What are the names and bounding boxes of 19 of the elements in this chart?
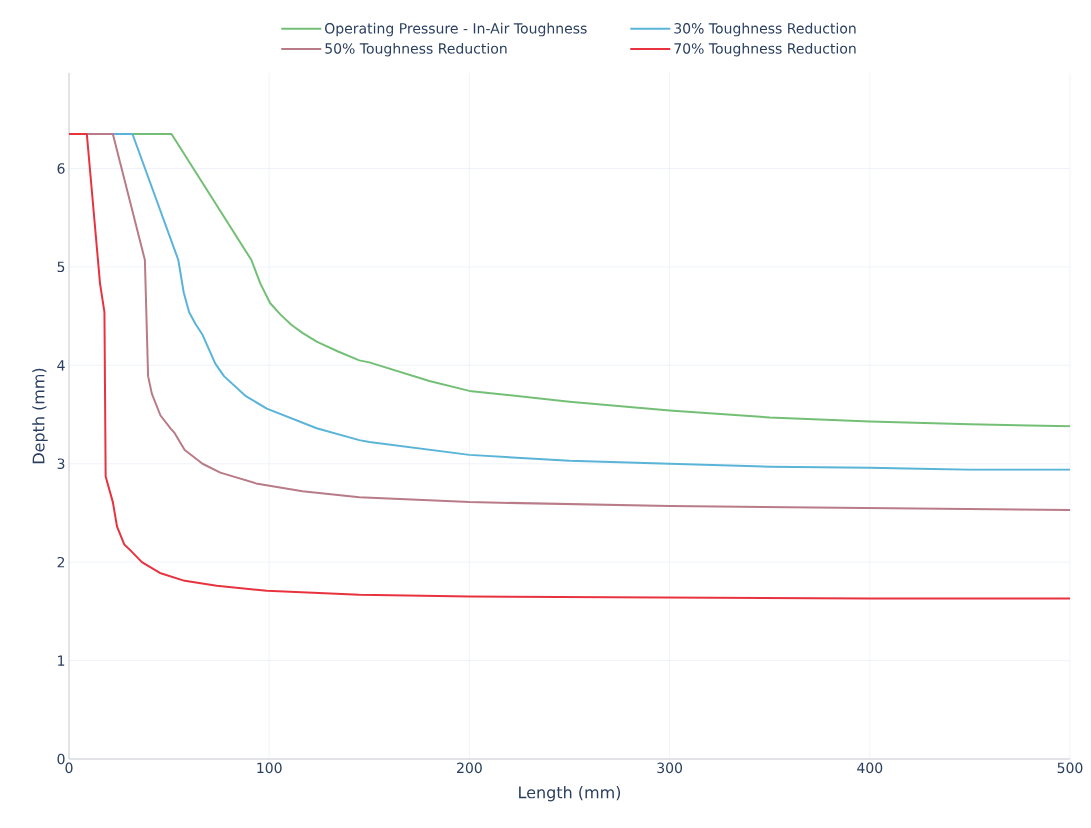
x-tick-label: 100: [257, 762, 282, 774]
y-tick-label: 2: [57, 556, 65, 568]
x-tick-label: 500: [1057, 762, 1083, 774]
x-axis-title: Length (mm): [519, 785, 621, 802]
y-tick-label: 3: [57, 458, 65, 470]
x-tick-label: 0: [65, 762, 73, 774]
y-tick-label: 5: [57, 261, 65, 273]
y-tick-label: 4: [57, 360, 65, 371]
x-tick-label: 400: [857, 762, 883, 774]
x-tick-label: 300: [657, 762, 683, 774]
y-axis-title: Depth (mm): [32, 368, 48, 464]
legend-label: 30% Toughness Reduction: [674, 22, 856, 37]
x-tick-label: 200: [457, 762, 482, 774]
y-tick-label: 6: [57, 163, 65, 174]
legend-label: 70% Toughness Reduction: [674, 42, 856, 57]
y-tick-label: 0: [57, 753, 65, 765]
legend-label: Operating Pressure - In-Air Toughness: [325, 22, 587, 37]
legend-label: 50% Toughness Reduction: [325, 42, 507, 57]
y-tick-label: 1: [58, 655, 65, 666]
